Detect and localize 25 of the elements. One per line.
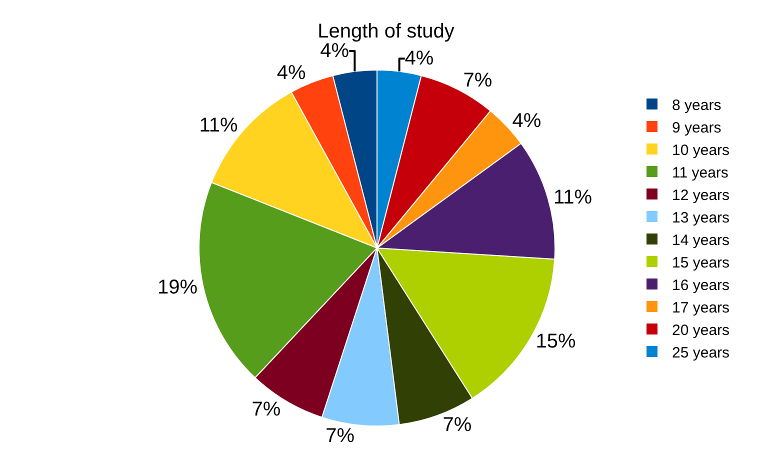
data-label: 11% (553, 186, 592, 208)
legend-label: 15 years (672, 254, 730, 272)
legend-label: 10 years (672, 142, 730, 159)
legend-label: 13 years (672, 209, 730, 226)
data-label: 15% (536, 330, 576, 352)
data-label: 4% (320, 40, 350, 62)
legend-label: 11 years (672, 164, 728, 182)
legend-label: 25 years (672, 344, 730, 362)
legend-label: 17 years (672, 299, 730, 316)
legend-label: 8 years (672, 96, 722, 114)
data-label: 11% (199, 114, 238, 136)
data-label: 7% (463, 70, 492, 92)
data-label: 7% (252, 398, 281, 420)
data-label: 4% (404, 48, 434, 70)
data-label: 7% (326, 425, 355, 448)
legend-label: 14 years (672, 232, 730, 249)
data-label: 4% (276, 62, 306, 84)
legend-label: 12 years (672, 186, 730, 204)
legend-label: 9 years (672, 119, 722, 136)
legend-label: 20 years (672, 322, 730, 339)
legend-label: 16 years (672, 276, 730, 294)
data-label: 4% (512, 110, 542, 132)
data-label: 7% (442, 414, 472, 436)
data-label: 19% (158, 276, 198, 298)
chart-title: Length of study (318, 20, 454, 42)
